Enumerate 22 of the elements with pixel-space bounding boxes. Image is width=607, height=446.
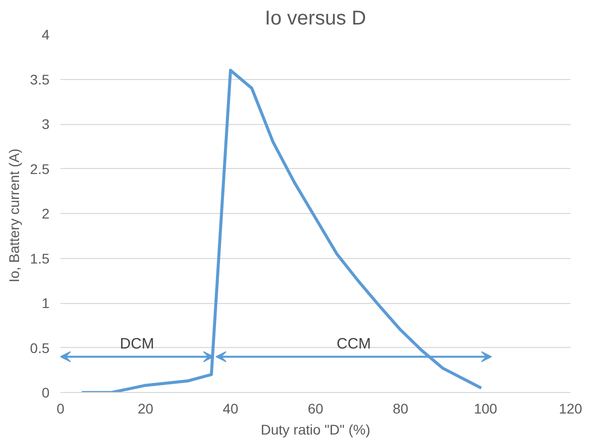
chart-title: Io versus D bbox=[264, 8, 366, 30]
y-tick-label: 0 bbox=[42, 384, 50, 400]
y-axis-title: Io, Battery current (A) bbox=[6, 148, 22, 282]
y-tick-label: 2.5 bbox=[30, 160, 50, 177]
y-tick-label: 4 bbox=[42, 26, 50, 42]
y-tick-label: 1.5 bbox=[30, 250, 50, 266]
x-axis-title: Duty ratio "D" (%) bbox=[260, 422, 370, 438]
annotation: CCM bbox=[336, 336, 371, 353]
y-tick-label: 3.5 bbox=[30, 71, 50, 88]
x-tick-label: 120 bbox=[558, 400, 582, 416]
x-tick-label: 40 bbox=[222, 400, 238, 416]
x-tick-label: 100 bbox=[474, 400, 498, 416]
y-tick-label: 2 bbox=[42, 206, 50, 222]
x-tick-label: 20 bbox=[138, 400, 154, 416]
y-tick-label: 0.5 bbox=[30, 340, 50, 356]
annotation: DCM bbox=[120, 336, 154, 353]
x-tick-label: 60 bbox=[308, 400, 324, 416]
line-series bbox=[80, 68, 483, 392]
x-tick-label: 0 bbox=[56, 400, 65, 416]
y-tick-label: 3 bbox=[42, 116, 50, 132]
x-tick-label: 80 bbox=[392, 400, 408, 416]
y-tick-label: 1 bbox=[42, 295, 50, 311]
